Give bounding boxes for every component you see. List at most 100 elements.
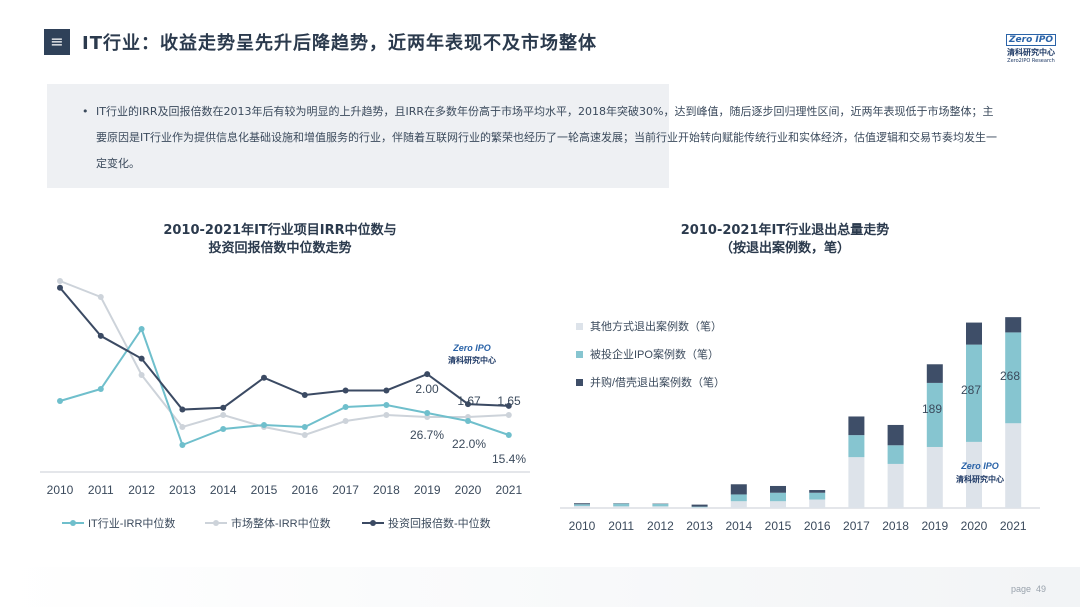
left-series-point xyxy=(261,422,267,428)
bar-segment xyxy=(691,507,708,508)
bar-segment xyxy=(966,322,982,345)
summary-text: IT行业的IRR及回报倍数在2013年后有较为明显的上升趋势，且IRR在多数年份… xyxy=(96,105,997,170)
left-legend-label: 市场整体-IRR中位数 xyxy=(231,516,331,530)
left-series-point xyxy=(57,278,63,284)
left-legend-label: 投资回报倍数-中位数 xyxy=(388,516,491,530)
left-series-point xyxy=(220,426,227,432)
right-x-tick: 2020 xyxy=(961,519,988,533)
bar-segment xyxy=(848,457,865,508)
bar-segment xyxy=(730,484,747,495)
left-x-tick: 2019 xyxy=(414,483,441,497)
bar-segment xyxy=(730,501,747,508)
bar-segment xyxy=(1005,332,1022,424)
left-series-point xyxy=(424,410,431,416)
left-series-point xyxy=(57,398,63,404)
right-x-tick: 2014 xyxy=(725,519,752,533)
left-series-point xyxy=(342,387,349,394)
right-x-tick: 2017 xyxy=(843,519,870,533)
bar-segment xyxy=(574,504,590,506)
bar-segment xyxy=(652,506,669,508)
left-watermark-cn: 清科研究中心 xyxy=(448,355,496,365)
left-series-point xyxy=(97,294,104,300)
left-series-point xyxy=(301,424,308,430)
right-x-tick: 2019 xyxy=(921,519,948,533)
bar-segment xyxy=(652,503,669,507)
summary-bullet: • xyxy=(82,105,89,118)
right-data-label: 287 xyxy=(961,383,981,397)
bar-segment xyxy=(574,505,590,508)
logo-en: Zero2IPO Research xyxy=(1007,58,1055,64)
logo: Zero IPO 清科研究中心 Zero2IPO Research xyxy=(1002,27,1060,64)
left-series-point xyxy=(505,432,512,438)
left-series-point xyxy=(505,402,512,409)
bar-segment xyxy=(887,424,904,446)
right-legend-swatch xyxy=(576,351,583,358)
left-series-point xyxy=(97,332,104,339)
right-legend-swatch xyxy=(576,323,583,330)
left-series-point xyxy=(138,372,145,378)
left-series-point xyxy=(220,404,227,411)
right-legend-label: 被投企业IPO案例数（笔） xyxy=(590,347,719,361)
page-title: IT行业：收益走势呈先升后降趋势，近两年表现不及市场整体 xyxy=(82,33,597,54)
left-data-label: 15.4% xyxy=(492,452,526,466)
bar-segment xyxy=(730,494,747,502)
bar-segment xyxy=(770,501,786,508)
left-series-point xyxy=(179,406,186,413)
left-data-label: 22.0% xyxy=(452,437,486,451)
left-series-point xyxy=(383,402,390,408)
right-data-label: 268 xyxy=(1000,369,1020,383)
left-legend-marker xyxy=(370,520,376,526)
right-legend-label: 其他方式退出案例数（笔） xyxy=(590,319,722,333)
right-legend-swatch xyxy=(576,379,583,386)
left-x-tick: 2015 xyxy=(251,483,278,497)
left-series-point xyxy=(424,371,431,378)
bar-segment xyxy=(926,364,943,383)
left-series-point xyxy=(138,326,145,332)
page-number: page 49 xyxy=(1011,584,1046,594)
left-series-point xyxy=(179,424,186,430)
left-x-tick: 2017 xyxy=(332,483,359,497)
bar-segment xyxy=(613,503,630,507)
bar-segment xyxy=(966,344,982,442)
bar-segment xyxy=(1005,317,1022,333)
bar-segment xyxy=(809,492,826,500)
bar-segment xyxy=(691,506,708,508)
left-series-point xyxy=(383,412,390,418)
left-series-point xyxy=(220,412,227,418)
left-chart-title: 2010-2021年IT行业项目IRR中位数与 投资回报倍数中位数走势 xyxy=(60,222,500,258)
bar-segment xyxy=(966,441,982,508)
bar-segment xyxy=(887,463,904,508)
left-x-tick: 2021 xyxy=(495,483,522,497)
left-series-point xyxy=(179,442,186,448)
left-x-tick: 2016 xyxy=(291,483,318,497)
left-series-point xyxy=(465,418,471,424)
bar-segment xyxy=(809,490,826,493)
left-legend-marker xyxy=(213,520,219,526)
logo-zero-mark: Zero IPO xyxy=(1006,34,1056,46)
right-x-tick: 2012 xyxy=(647,519,674,533)
left-x-tick: 2018 xyxy=(373,483,400,497)
left-x-tick: 2012 xyxy=(128,483,155,497)
left-series-point xyxy=(342,418,349,424)
right-bar-chart: 2010 2011 2012 2013 2014 2015 2016 2017 2018 2019… xyxy=(560,317,1040,533)
left-series-line xyxy=(59,287,509,411)
right-x-tick: 2015 xyxy=(765,519,792,533)
bar-segment xyxy=(770,492,786,502)
left-series-point xyxy=(505,412,512,418)
logo-cn: 清科研究中心 xyxy=(1007,48,1055,57)
left-series-line xyxy=(59,280,509,437)
bar-segment xyxy=(574,503,590,505)
bar-segment xyxy=(770,485,786,493)
left-x-tick: 2010 xyxy=(47,483,74,497)
left-data-label: 26.7% xyxy=(410,428,444,442)
bottom-band xyxy=(0,567,1080,607)
page-label: page xyxy=(1010,584,1031,594)
right-x-tick: 2013 xyxy=(686,519,713,533)
left-watermark-logo: Zero IPO xyxy=(452,343,491,353)
right-legend-label: 并购/借壳退出案例数（笔） xyxy=(590,375,725,389)
bar-segment xyxy=(809,499,826,508)
right-chart-title: 2010-2021年IT行业退出总量走势 （按退出案例数，笔） xyxy=(585,222,985,258)
right-x-tick: 2011 xyxy=(608,519,634,533)
summary-panel xyxy=(47,84,669,188)
left-legend-label: IT行业-IRR中位数 xyxy=(88,516,175,530)
